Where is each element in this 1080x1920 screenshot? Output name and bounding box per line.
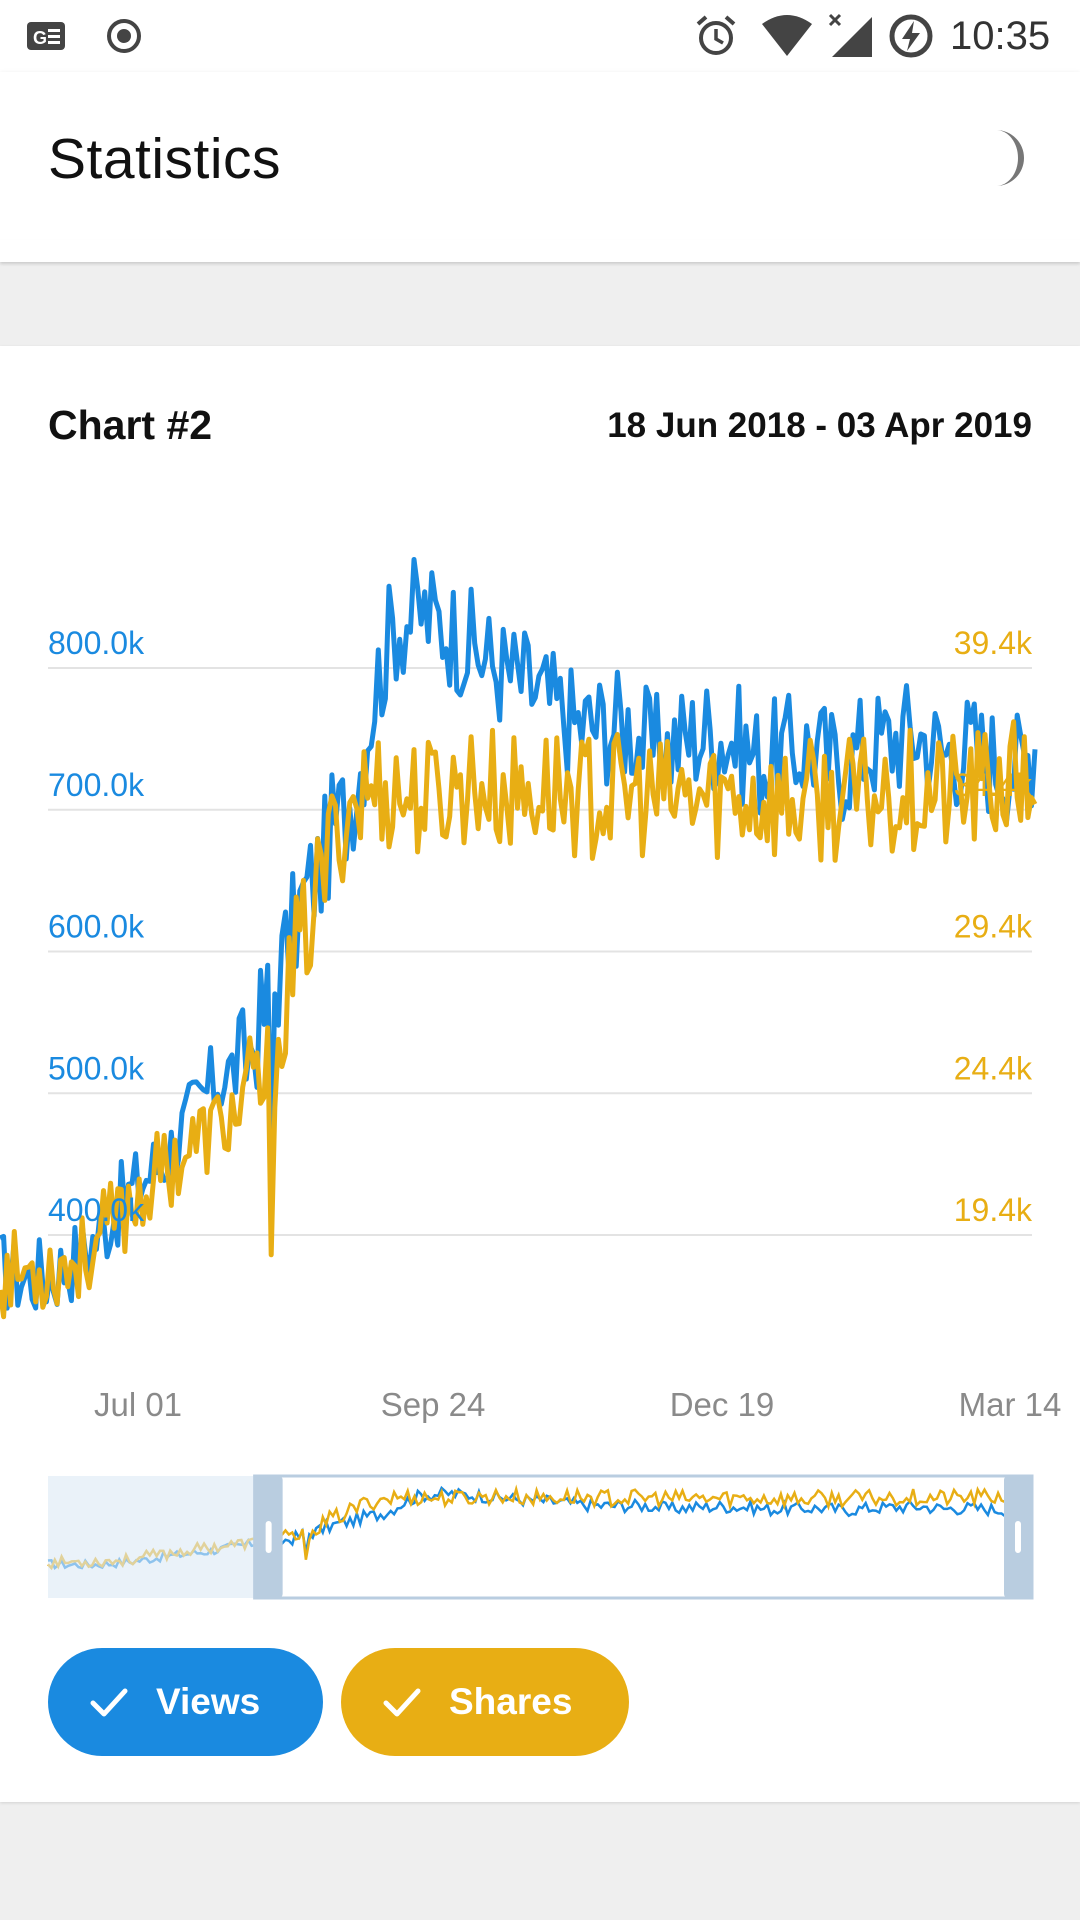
x-tick-label: Mar 14 <box>959 1386 1062 1423</box>
status-bar: G 10:35 <box>0 0 1080 72</box>
y-right-tick-label: 34.4k <box>954 767 1033 803</box>
page-title: Statistics <box>48 127 282 191</box>
previous-card-edge <box>0 240 1080 262</box>
y-left-tick-label: 600.0k <box>48 909 145 945</box>
app-bar: Statistics <box>0 72 1080 240</box>
check-icon <box>90 1688 128 1717</box>
series-line-shares <box>0 719 1038 1320</box>
handle-grip <box>1015 1521 1021 1553</box>
status-time: 10:35 <box>950 13 1051 58</box>
chart-card: Chart #2 18 Jun 2018 - 03 Apr 2019 400.0… <box>0 346 1080 1802</box>
y-right-tick-label: 24.4k <box>954 1050 1033 1086</box>
svg-text:G: G <box>33 28 47 48</box>
chart-date-range: 18 Jun 2018 - 03 Apr 2019 <box>607 406 1032 445</box>
navigator-mask <box>48 1476 255 1598</box>
y-right-tick-label: 39.4k <box>954 625 1033 661</box>
record-icon <box>106 0 142 72</box>
chart-plot[interactable]: 400.0k 19.4k 500.0k 24.4k 600.0k 29.4k 700.0k 3… <box>0 346 1080 1626</box>
y-left-tick-label: 800.0k <box>48 625 145 661</box>
cellular-off-icon <box>828 0 874 72</box>
y-left-tick-label: 500.0k <box>48 1050 145 1086</box>
x-tick-label: Jul 01 <box>94 1386 182 1423</box>
shares-toggle-button[interactable]: Shares <box>341 1648 629 1756</box>
alarm-icon <box>694 0 738 72</box>
handle-grip <box>265 1521 272 1553</box>
x-tick-label: Sep 24 <box>381 1386 486 1423</box>
moon-icon[interactable] <box>976 126 1036 190</box>
chart-title: Chart #2 <box>48 402 213 448</box>
x-tick-label: Dec 19 <box>670 1386 775 1423</box>
notification-icon: G <box>26 0 66 72</box>
views-toggle-button[interactable]: Views <box>48 1648 323 1756</box>
shares-toggle-label: Shares <box>449 1681 573 1722</box>
y-left-tick-label: 700.0k <box>48 767 145 803</box>
views-toggle-label: Views <box>156 1681 261 1722</box>
wifi-icon <box>760 0 814 72</box>
y-right-tick-label: 19.4k <box>954 1192 1033 1228</box>
battery-charging-icon <box>888 0 934 72</box>
y-right-tick-label: 29.4k <box>954 909 1033 945</box>
series-line-views <box>0 557 1038 1311</box>
check-icon <box>383 1688 421 1717</box>
y-left-tick-label: 400.0k <box>48 1192 145 1228</box>
